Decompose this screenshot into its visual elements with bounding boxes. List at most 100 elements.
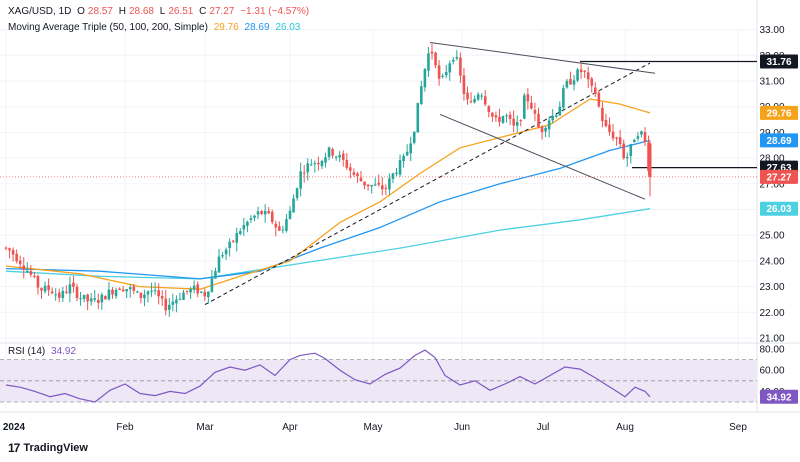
candle-body	[576, 69, 579, 81]
candle-body	[317, 162, 320, 165]
candle-body	[551, 115, 554, 121]
dashed-uptrend-line	[204, 62, 651, 306]
grid	[0, 0, 800, 413]
candle-body	[75, 286, 79, 299]
price-tag-text: 26.03	[766, 204, 791, 215]
rsi-panel	[0, 349, 757, 403]
candle-body	[18, 260, 22, 265]
candle-body	[97, 299, 100, 303]
close-value: 27.27	[209, 6, 235, 17]
candle-body	[153, 290, 157, 292]
candle-body	[345, 160, 349, 168]
candle-body	[196, 284, 199, 294]
candle-body	[601, 107, 604, 122]
ma100-line	[5, 139, 651, 280]
price-tick-label: 23.00	[759, 282, 784, 293]
candle-body	[597, 92, 601, 107]
candle-body	[420, 86, 423, 104]
candle-body	[89, 298, 93, 302]
candle-body	[50, 291, 54, 294]
candle-body	[217, 256, 221, 273]
candle-body	[207, 291, 210, 298]
candle-body	[579, 69, 583, 73]
candle-body	[111, 289, 114, 295]
candle-body	[281, 229, 285, 231]
candle-body	[114, 289, 118, 297]
lower-wedge-line	[439, 113, 646, 200]
candle-body	[107, 289, 111, 300]
candle-body	[104, 295, 107, 300]
candle-body	[270, 211, 274, 223]
month-label: 2024	[3, 422, 26, 433]
candle-body	[466, 92, 469, 100]
candle-body	[491, 112, 494, 117]
candle-body	[295, 188, 299, 199]
candle-body	[246, 221, 249, 226]
candle-body	[175, 299, 178, 304]
candle-body	[128, 287, 132, 290]
low-value: 26.51	[168, 6, 194, 17]
candle-body	[302, 172, 306, 174]
price-tag-text: 29.76	[766, 108, 791, 119]
candle-body	[178, 298, 182, 300]
candle-body	[57, 292, 61, 298]
trendlines	[0, 41, 757, 306]
candle-body	[324, 157, 327, 163]
price-tick-label: 33.00	[759, 25, 784, 36]
candle-body	[68, 284, 72, 294]
candle-body	[615, 137, 618, 139]
rsi-tag-text: 34.92	[766, 392, 791, 403]
tv-logo-text: TradingView	[23, 442, 88, 454]
price-tick-label: 24.00	[759, 256, 784, 267]
candle-body	[221, 255, 224, 257]
month-label: Jun	[454, 422, 470, 433]
candle-body	[310, 164, 313, 166]
candle-body	[473, 98, 476, 103]
candle-body	[47, 285, 50, 291]
candle-body	[288, 210, 292, 219]
candle-body	[239, 231, 242, 234]
candle-body	[235, 233, 239, 243]
candle-body	[86, 294, 89, 302]
candle-body	[583, 70, 586, 72]
candle-body	[501, 116, 505, 123]
candle-body	[459, 57, 462, 76]
candle-body	[423, 68, 427, 88]
close-label: C	[199, 6, 207, 17]
candle-body	[160, 296, 164, 299]
candle-body	[366, 184, 370, 187]
candle-body	[349, 167, 352, 171]
candle-body	[412, 131, 416, 143]
candle-body	[352, 172, 356, 175]
candle-body	[416, 102, 420, 133]
candle-body	[157, 290, 160, 297]
price-tick-label: 27.00	[759, 179, 784, 190]
candle-body	[143, 294, 146, 299]
candle-body	[260, 210, 263, 214]
candle-body	[118, 288, 121, 291]
candle-body	[604, 120, 608, 127]
candle-body	[274, 223, 278, 228]
candle-body	[320, 160, 324, 167]
tradingview-logo[interactable]: 17 TradingView	[8, 441, 88, 455]
candle-body	[434, 52, 437, 66]
month-label: Aug	[616, 422, 634, 433]
candle-body	[469, 101, 473, 103]
candle-body	[562, 88, 565, 108]
candle-body	[331, 148, 334, 156]
candle-body	[530, 102, 533, 109]
candle-body	[139, 292, 143, 298]
candle-body	[608, 124, 611, 132]
price-tag-box	[760, 105, 798, 120]
month-label: Apr	[282, 422, 298, 433]
candle-body	[285, 219, 288, 231]
candle-body	[409, 143, 412, 154]
candle-body	[29, 271, 33, 275]
ma200-value: 26.03	[275, 22, 301, 33]
candle-body	[462, 75, 466, 94]
price-tag-box	[760, 201, 798, 216]
price-tick-label: 21.00	[759, 334, 784, 345]
moving-averages	[5, 98, 651, 290]
candle-body	[228, 241, 231, 249]
